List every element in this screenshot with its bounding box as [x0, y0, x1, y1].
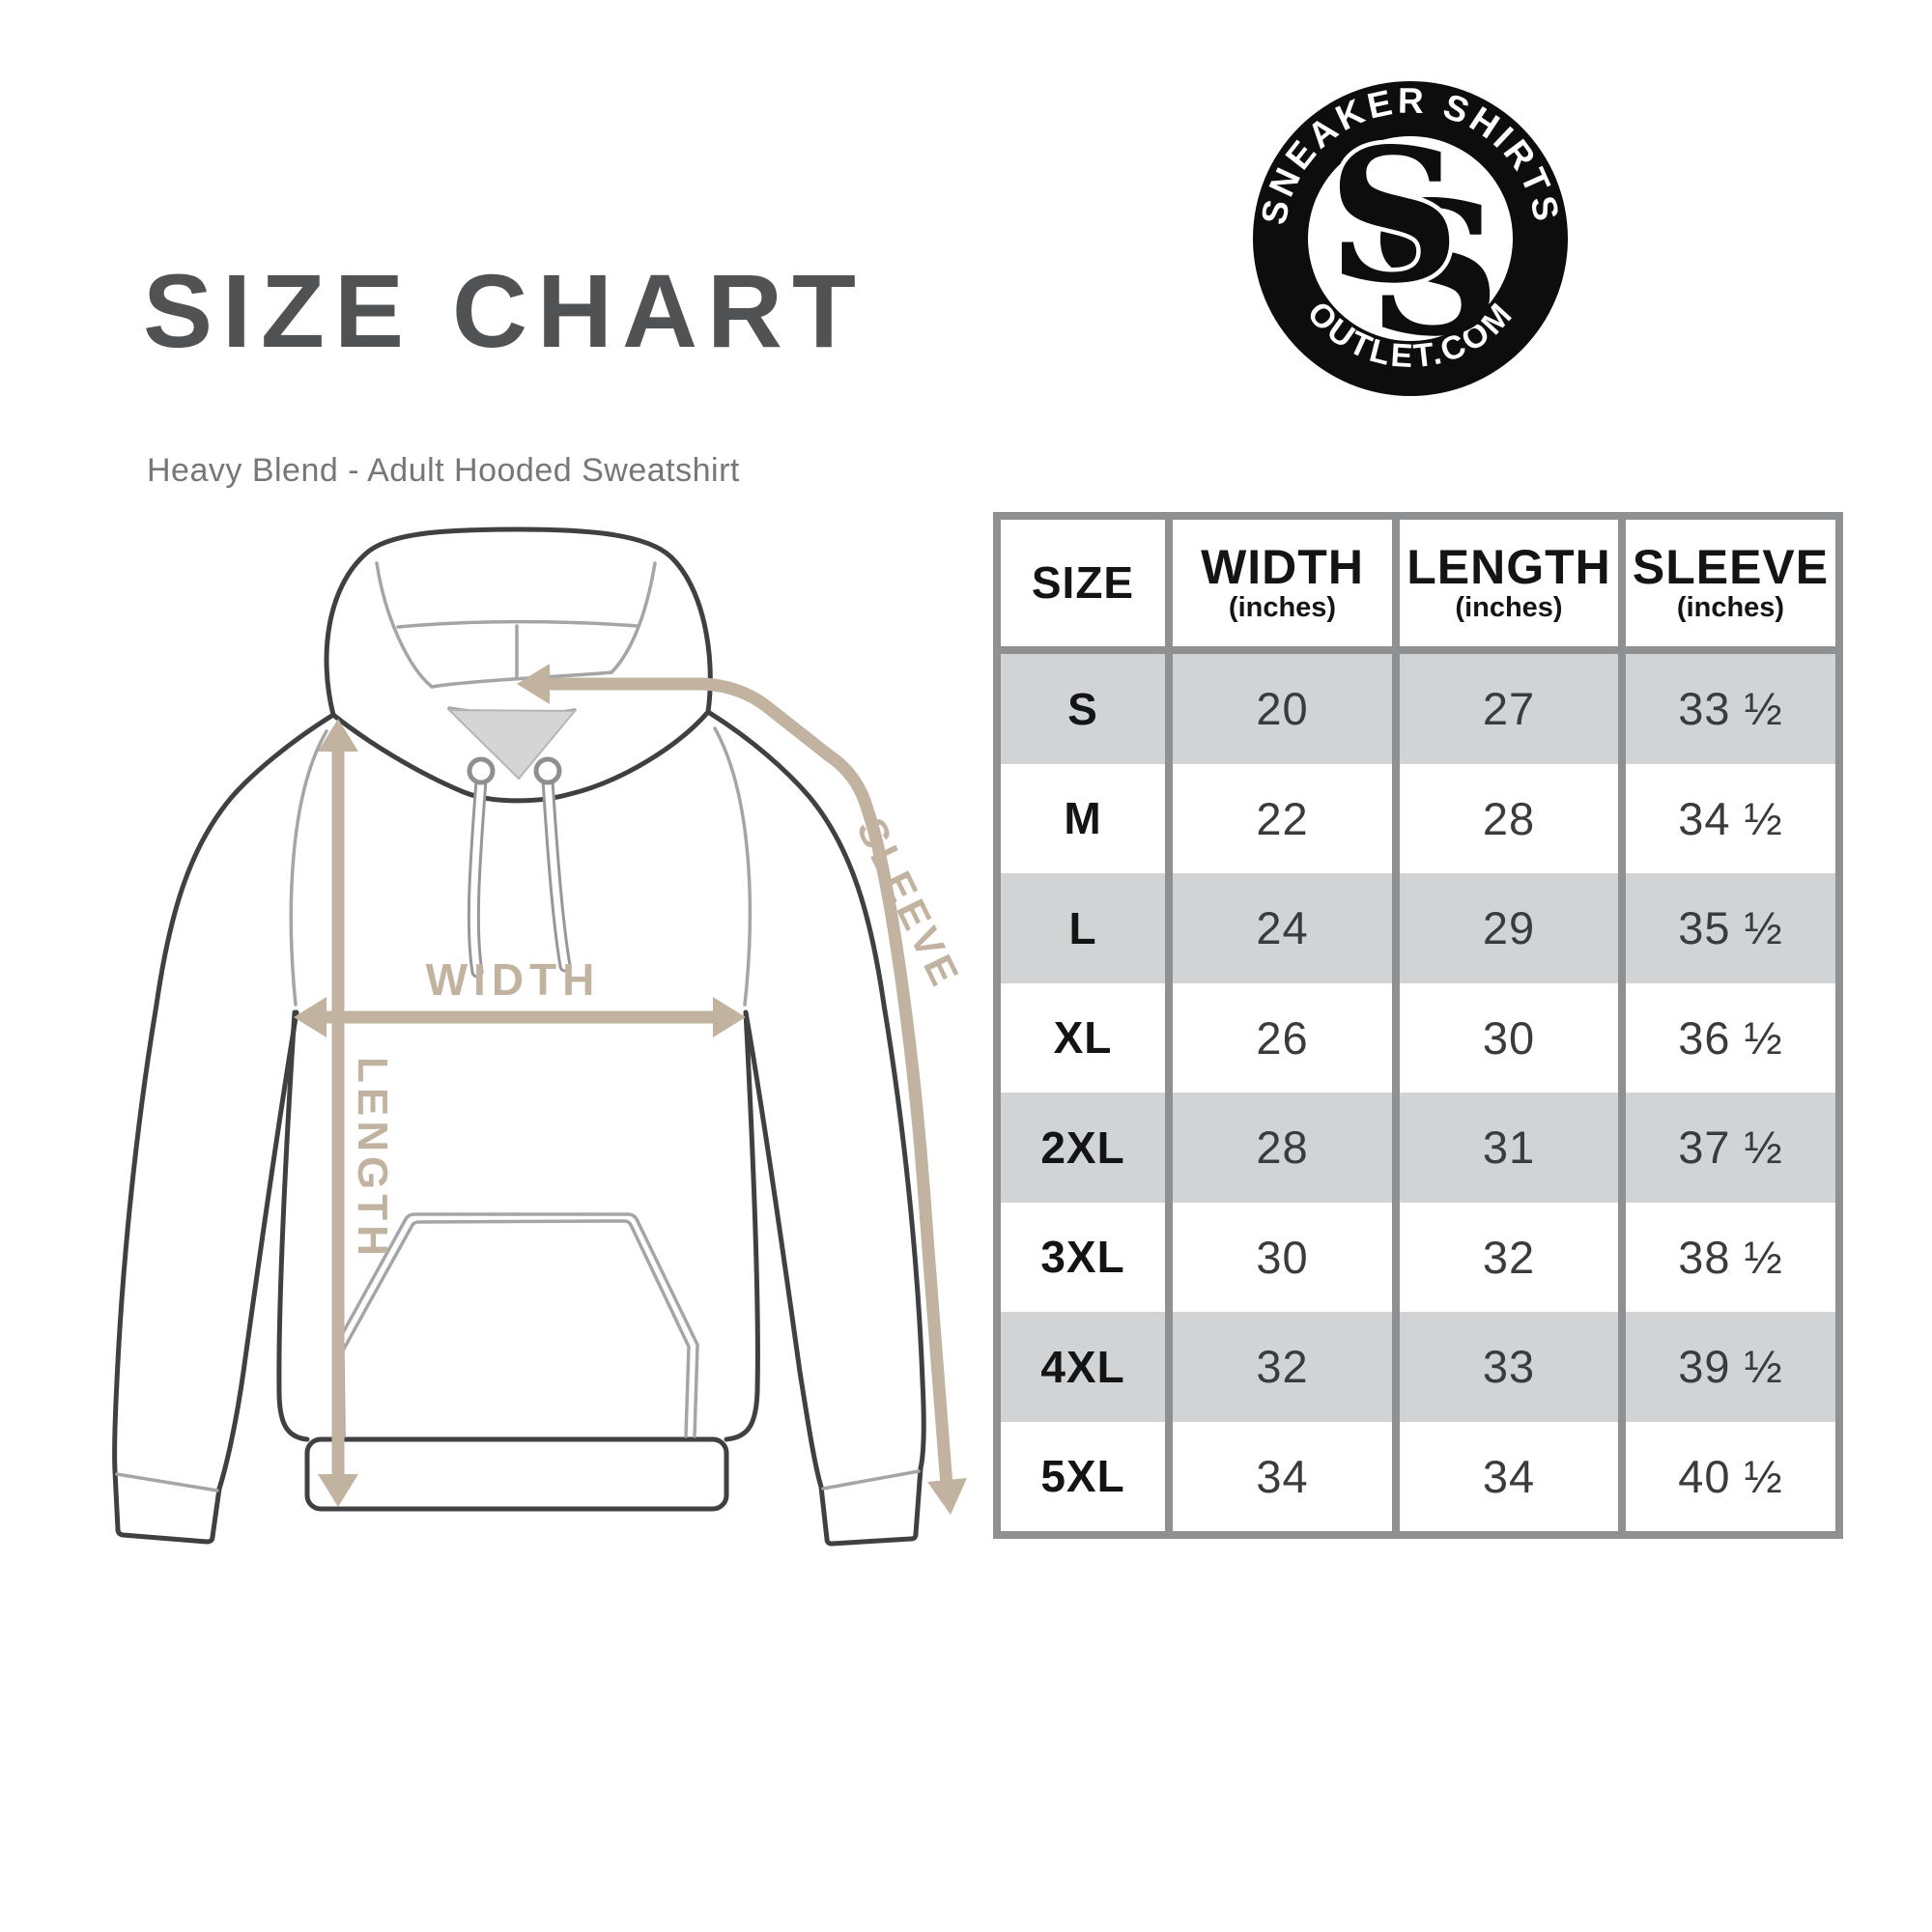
size-row-label: 2XL [1001, 1093, 1165, 1203]
length-value-cell: 30 [1392, 982, 1618, 1093]
pocket-inner-outline [341, 1219, 691, 1438]
sleeve-arrow-label: SLEEVE [848, 810, 969, 995]
column-header-width: WIDTH (inches) [1165, 520, 1392, 654]
right-eyelet [533, 756, 562, 785]
sleeve-value-cell: 38 ½ [1618, 1202, 1835, 1312]
arrowheads [294, 664, 967, 1515]
column-header-unit: (inches) [1228, 592, 1337, 624]
right-sleeve-outline [705, 709, 926, 1471]
length-value-cell: 29 [1392, 873, 1618, 983]
column-header-size: SIZE [1001, 520, 1165, 654]
brand-logo: SNEAKER SHIRTS OUTLET.COM S S [1253, 81, 1568, 396]
left-cuff-top-line [115, 1472, 219, 1492]
hood-opening-line [396, 619, 639, 629]
column-header-label: SIZE [1031, 557, 1135, 609]
hoodie-diagram: WIDTH LENGTH SLEEVE [112, 526, 969, 1547]
length-value-cell: 32 [1392, 1202, 1618, 1312]
column-header-label: SLEEVE [1632, 539, 1830, 594]
width-value-cell: 28 [1165, 1093, 1392, 1203]
right-cuff [818, 1465, 923, 1547]
body-left-edge [276, 1009, 310, 1442]
logo-inner-circle [1308, 136, 1513, 341]
left-eyelet [467, 756, 496, 785]
logo-ss-monogram-icon: S S [1323, 104, 1501, 378]
width-value-cell: 22 [1165, 763, 1392, 873]
column-header-length: LENGTH (inches) [1392, 520, 1618, 654]
width-value-cell: 34 [1165, 1421, 1392, 1531]
sleeve-value-cell: 33 ½ [1618, 654, 1835, 764]
left-cuff [112, 1468, 222, 1545]
column-header-label: WIDTH [1201, 539, 1364, 594]
page-subtitle: Heavy Blend - Adult Hooded Sweatshirt [147, 452, 740, 489]
length-value-cell: 28 [1392, 763, 1618, 873]
sleeve-value-cell: 40 ½ [1618, 1421, 1835, 1531]
length-value-cell: 31 [1392, 1093, 1618, 1203]
size-row-label: XL [1001, 982, 1165, 1093]
sleeve-arrow [543, 677, 953, 1487]
left-sleeve-outline [112, 712, 336, 1474]
pocket-outer-outline [332, 1212, 699, 1438]
length-value-cell: 33 [1392, 1312, 1618, 1422]
hood-inner-triangle [446, 708, 578, 781]
page-title: SIZE CHART [143, 252, 866, 369]
left-raglan-seam [289, 729, 328, 1007]
measurement-arrows [321, 677, 953, 1487]
drawstrings [467, 756, 572, 979]
body-right-edge [724, 1009, 760, 1442]
column-header-sleeve: SLEEVE (inches) [1618, 520, 1835, 654]
column-header-unit: (inches) [1676, 592, 1785, 624]
sleeve-value-cell: 34 ½ [1618, 763, 1835, 873]
right-sleeve-inner-edge [743, 1009, 824, 1490]
right-raglan-seam [713, 726, 753, 1007]
svg-text:S: S [1368, 161, 1500, 377]
size-row-label: S [1001, 654, 1165, 764]
size-row-label: 5XL [1001, 1421, 1165, 1531]
collar-left-line [375, 561, 434, 689]
column-header-unit: (inches) [1455, 592, 1563, 624]
size-row-label: 3XL [1001, 1202, 1165, 1312]
column-header-label: LENGTH [1406, 539, 1611, 594]
sleeve-value-cell: 36 ½ [1618, 982, 1835, 1093]
sleeve-value-cell: 35 ½ [1618, 873, 1835, 983]
width-arrow-label: WIDTH [426, 954, 601, 1005]
right-cuff-top-line [821, 1469, 921, 1491]
collar-band-top [430, 670, 613, 689]
width-value-cell: 20 [1165, 654, 1392, 764]
svg-text:S: S [1327, 108, 1460, 324]
length-arrow-label: LENGTH [349, 1057, 396, 1261]
length-value-cell: 27 [1392, 654, 1618, 764]
hem-band [304, 1436, 729, 1512]
width-value-cell: 24 [1165, 873, 1392, 983]
size-table: SIZE WIDTH (inches) LENGTH (inches) SLEE… [993, 512, 1843, 1539]
width-value-cell: 32 [1165, 1312, 1392, 1422]
left-sleeve-inner-edge [216, 1009, 299, 1492]
size-row-label: 4XL [1001, 1312, 1165, 1422]
length-value-cell: 34 [1392, 1421, 1618, 1531]
width-value-cell: 26 [1165, 982, 1392, 1093]
sleeve-value-cell: 37 ½ [1618, 1093, 1835, 1203]
size-row-label: M [1001, 763, 1165, 873]
collar-right-line [610, 561, 657, 674]
width-value-cell: 30 [1165, 1202, 1392, 1312]
size-row-label: L [1001, 873, 1165, 983]
sleeve-value-cell: 39 ½ [1618, 1312, 1835, 1422]
